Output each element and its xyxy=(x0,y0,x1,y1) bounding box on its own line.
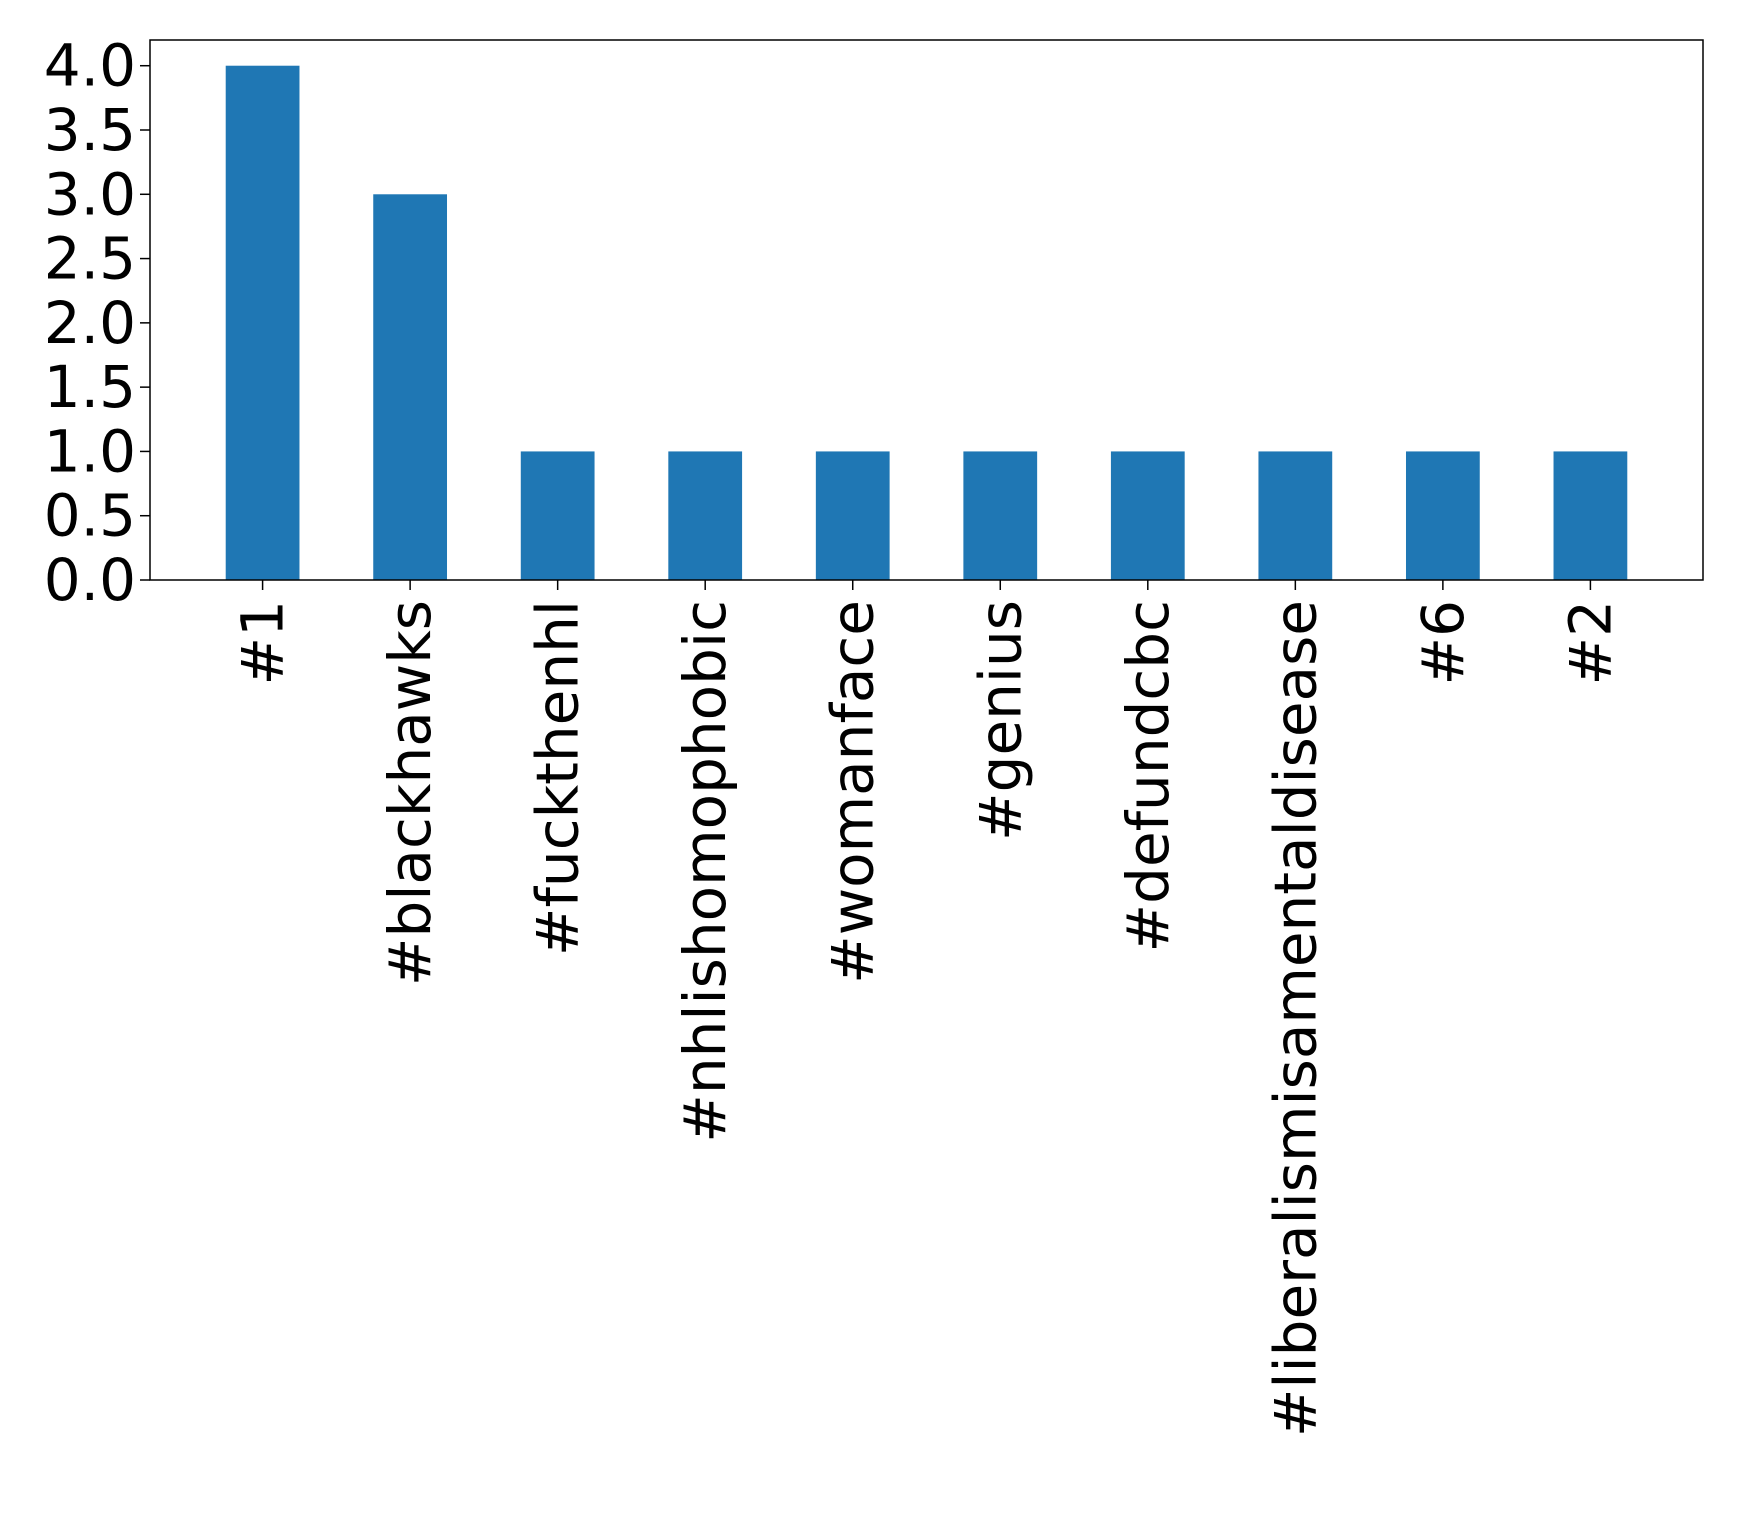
y-tick-label: 1.5 xyxy=(44,353,136,421)
bar-6 xyxy=(1405,451,1480,580)
y-tick-label: 3.0 xyxy=(44,160,136,228)
y-axis: 0.00.51.01.52.02.53.03.54.0 xyxy=(44,32,150,614)
x-tick-label: #6 xyxy=(1409,600,1477,686)
x-tick-label: #genius xyxy=(966,600,1034,841)
x-tick-label: #1 xyxy=(229,600,297,686)
x-axis: #1 #blackhawks #fuckthenhl #nhlishomophobic… xyxy=(229,580,1624,1437)
bar-womanface xyxy=(815,451,890,580)
bar-1 xyxy=(225,65,300,580)
y-tick-label: 1.0 xyxy=(44,417,136,485)
bar-genius xyxy=(963,451,1038,580)
y-tick-label: 0.5 xyxy=(44,482,136,550)
y-tick-label: 2.5 xyxy=(44,225,136,293)
x-tick-label: #fuckthenhl xyxy=(524,600,592,956)
bar-liberalismisamentaldisease xyxy=(1258,451,1333,580)
plot-frame xyxy=(149,39,1704,581)
x-tick-label: #womanface xyxy=(819,600,887,984)
bar-2 xyxy=(1553,451,1628,580)
bar-blackhawks xyxy=(373,194,448,581)
x-tick-label: #defundcbc xyxy=(1114,600,1182,952)
x-tick-label: #liberalismisamentaldisease xyxy=(1261,600,1329,1437)
y-tick-label: 2.0 xyxy=(44,289,136,357)
y-tick-label: 4.0 xyxy=(44,32,136,100)
bar-defundcbc xyxy=(1110,451,1185,580)
y-tick-label: 0.0 xyxy=(44,546,136,614)
bars-group xyxy=(225,65,1628,581)
x-tick-label: #blackhawks xyxy=(376,600,444,986)
bar-nhlishomophobic xyxy=(668,451,743,580)
x-tick-label: #nhlishomophobic xyxy=(671,600,739,1143)
bar-fuckthenhl xyxy=(520,451,595,580)
x-tick-label: #2 xyxy=(1556,600,1624,686)
y-tick-label: 3.5 xyxy=(44,96,136,164)
